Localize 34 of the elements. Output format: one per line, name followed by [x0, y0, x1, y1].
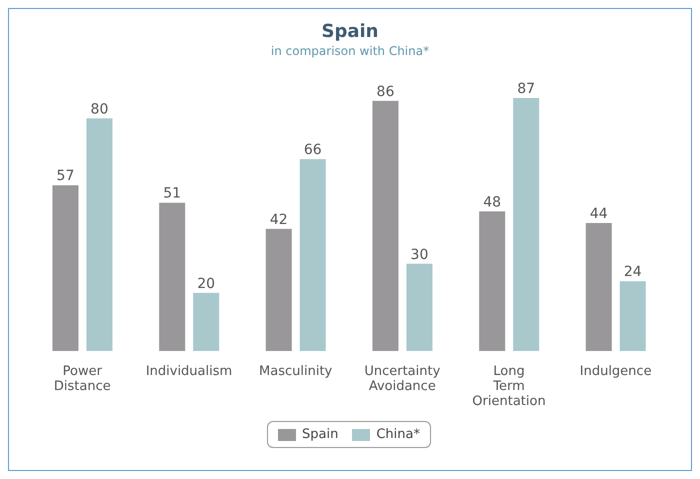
- bar: [513, 98, 540, 351]
- chart-title: Spain: [320, 21, 380, 42]
- data-label: 44: [590, 206, 608, 222]
- x-tick-label: Uncertainty Avoidance: [364, 364, 441, 394]
- legend-label: China*: [375, 427, 420, 442]
- data-label: 51: [163, 186, 182, 202]
- data-label: 20: [197, 276, 216, 292]
- data-label: 48: [483, 194, 502, 210]
- data-label: 66: [304, 142, 322, 158]
- x-tick-label: Power Distance: [54, 364, 111, 394]
- x-tick-label: Individualism: [146, 364, 232, 379]
- bar: [586, 223, 612, 351]
- data-label: 86: [376, 84, 394, 100]
- data-label: 87: [517, 81, 536, 97]
- bar: [620, 281, 646, 351]
- data-label: 80: [90, 101, 108, 118]
- bar: [52, 185, 78, 351]
- bar: [193, 292, 220, 351]
- bar: [479, 211, 506, 351]
- bar: [300, 159, 326, 351]
- bar: [159, 202, 186, 351]
- bar: [266, 228, 292, 351]
- bar: [86, 118, 112, 351]
- data-label: 30: [410, 246, 428, 263]
- data-label: 24: [624, 264, 642, 280]
- data-label: 42: [270, 212, 288, 228]
- chart-subtitle: in comparison with China*: [270, 44, 430, 58]
- legend-label: Spain: [301, 427, 338, 442]
- bar: [406, 264, 432, 351]
- x-tick-label: Indulgence: [580, 364, 652, 379]
- x-tick-label: Masculinity: [259, 364, 333, 379]
- bar: [372, 100, 398, 351]
- x-tick-label: Long Term Orientation: [472, 364, 546, 409]
- data-label: 57: [56, 168, 74, 184]
